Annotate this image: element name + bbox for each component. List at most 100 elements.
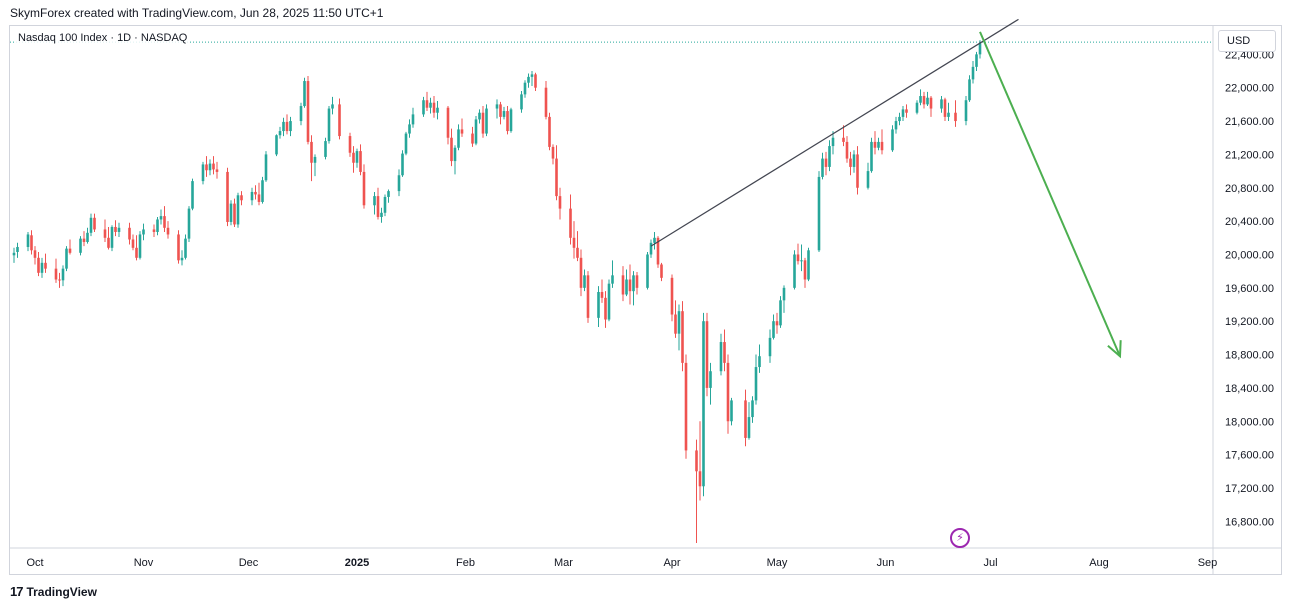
candle-body	[201, 164, 205, 182]
currency-selector[interactable]: USD	[1218, 30, 1276, 52]
time-tick-label: Apr	[663, 557, 680, 569]
candle-body	[348, 136, 352, 153]
candle-body	[534, 74, 537, 88]
candle-body	[478, 112, 481, 120]
candle-body	[796, 254, 800, 262]
candle-body	[208, 163, 212, 171]
candle-body	[779, 300, 782, 326]
candle-body	[558, 196, 562, 209]
candle-body	[607, 283, 611, 320]
time-tick-label: 2025	[345, 557, 369, 569]
candle-body	[723, 342, 726, 363]
candle-body	[940, 99, 943, 109]
symbol-label[interactable]: Nasdaq 100 Index · 1D · NASDAQ	[16, 32, 190, 44]
candle-body	[502, 111, 506, 117]
tradingview-brand[interactable]: 17 TradingView	[10, 584, 97, 599]
candle-body	[625, 279, 628, 295]
candle-body	[107, 237, 110, 248]
candle-body	[282, 121, 285, 132]
price-tick-label: 18,800.00	[1225, 350, 1274, 362]
candle-body	[159, 216, 163, 220]
chart-attribution: SkymForex created with TradingView.com, …	[10, 6, 384, 20]
candle-body	[128, 227, 131, 240]
candle-body	[142, 229, 145, 235]
candle-body	[898, 116, 901, 122]
candle-body	[653, 237, 656, 243]
candle-body	[373, 196, 376, 206]
candle-body	[583, 275, 586, 288]
candle-body	[677, 311, 681, 334]
candle-body	[82, 238, 86, 242]
time-tick-label: Jun	[877, 557, 895, 569]
candle-body	[905, 109, 908, 113]
candle-body	[674, 314, 677, 334]
candle-body	[656, 237, 660, 265]
price-tick-label: 20,000.00	[1225, 249, 1274, 261]
candle-body	[310, 141, 313, 163]
time-tick-label: Dec	[239, 557, 259, 569]
candle-body	[611, 275, 614, 284]
candle-body	[929, 97, 933, 109]
candle-body	[866, 171, 870, 188]
price-tick-label: 18,000.00	[1225, 416, 1274, 428]
candle-body	[800, 260, 803, 262]
candle-body	[870, 141, 873, 172]
candle-body	[453, 147, 457, 162]
candle-body	[572, 237, 576, 248]
candle-body	[821, 158, 824, 177]
candle-body	[824, 158, 828, 167]
candle-body	[523, 82, 527, 95]
candle-body	[131, 239, 135, 248]
candle-body	[544, 87, 548, 117]
candle-body	[327, 108, 331, 142]
candle-body	[331, 104, 334, 109]
candle-body	[485, 108, 488, 134]
time-tick-label: Oct	[26, 557, 43, 569]
candle-body	[782, 287, 786, 301]
candle-body	[632, 275, 635, 292]
candle-body	[793, 254, 796, 288]
candle-body	[695, 450, 698, 472]
candle-body	[919, 96, 922, 103]
price-tick-label: 20,800.00	[1225, 183, 1274, 195]
candle-body	[628, 279, 632, 292]
chart-frame	[9, 25, 1282, 575]
candle-body	[579, 257, 583, 288]
price-tick-label: 17,200.00	[1225, 483, 1274, 495]
candle-body	[324, 141, 327, 157]
candle-body	[450, 137, 453, 162]
candle-body	[551, 146, 555, 159]
time-tick-label: Nov	[134, 557, 154, 569]
candle-body	[114, 226, 117, 232]
candle-body	[86, 232, 89, 242]
candle-body	[289, 121, 292, 132]
candle-body	[156, 219, 159, 232]
candle-body	[436, 107, 439, 113]
projection-arrow-shaft	[979, 31, 1121, 357]
candle-body	[670, 277, 674, 315]
candle-body	[943, 99, 947, 117]
candle-body	[278, 131, 282, 136]
price-tick-label: 18,400.00	[1225, 383, 1274, 395]
candle-body	[457, 129, 460, 148]
candle-body	[971, 66, 975, 80]
candle-body	[422, 100, 425, 115]
candle-body	[684, 362, 688, 451]
candle-body	[191, 181, 194, 209]
price-tick-label: 21,600.00	[1225, 116, 1274, 128]
candle-body	[744, 400, 747, 438]
candle-body	[698, 471, 702, 487]
candle-body	[408, 124, 411, 134]
candle-body	[177, 234, 180, 261]
resistance-trendline	[650, 18, 1019, 247]
candle-body	[803, 260, 807, 280]
candle-body	[257, 194, 261, 202]
candle-body	[79, 238, 82, 253]
candle-body	[250, 191, 254, 201]
candle-body	[362, 171, 366, 206]
candle-body	[380, 212, 383, 217]
lightning-icon[interactable]: ⚡	[950, 528, 970, 548]
candle-body	[842, 137, 845, 142]
candle-body	[495, 104, 499, 109]
